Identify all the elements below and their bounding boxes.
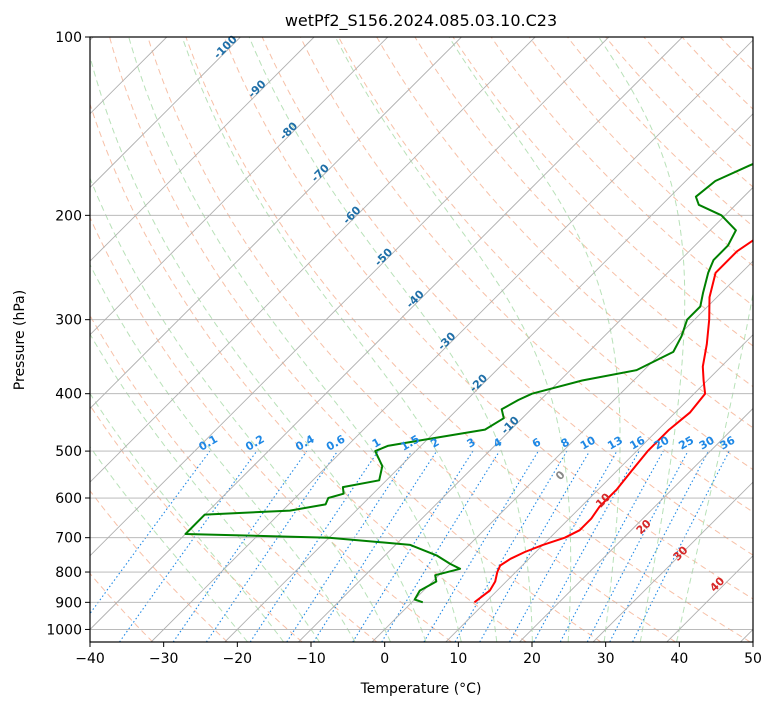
dry-adiabat-line <box>490 37 753 307</box>
isotherm-line <box>90 37 241 189</box>
y-tick-label: 700 <box>55 531 82 547</box>
isotherm-line <box>519 407 753 642</box>
moist-adiabat-line <box>90 333 320 642</box>
x-tick-label: 50 <box>744 651 762 667</box>
mixing-ratio-line <box>313 450 438 642</box>
y-tick-label: 400 <box>55 387 82 403</box>
isotherm-line <box>445 334 753 642</box>
x-tick-label: −30 <box>149 651 179 667</box>
plot-background <box>90 37 753 642</box>
x-tick-label: −10 <box>296 651 326 667</box>
moist-adiabat-line <box>128 37 462 642</box>
dewpoint-profile-line <box>184 162 753 604</box>
dry-adiabat-line <box>109 37 602 642</box>
y-tick-label: 1000 <box>46 622 82 638</box>
dry-adiabat-line <box>299 37 753 513</box>
isotherm-line <box>90 37 536 483</box>
isotherm-line <box>90 37 315 262</box>
moist-adiabat-line <box>90 176 391 642</box>
isotherm-line <box>90 37 683 631</box>
moist-adiabat-line <box>598 37 686 642</box>
dry-adiabat-line <box>376 37 753 429</box>
dry-adiabat-line <box>0 37 3 642</box>
isotherm-line <box>90 37 389 336</box>
mixing-ratio-line <box>90 450 211 615</box>
isotherm-line <box>150 39 753 642</box>
mixing-ratio-line <box>509 450 618 642</box>
dry-adiabat-line <box>90 314 378 642</box>
isotherm-line <box>90 37 610 557</box>
y-tick-label: 600 <box>55 491 82 507</box>
y-axis-title: Pressure (hPa) <box>12 290 28 390</box>
mixing-ratio-line <box>286 450 413 642</box>
dry-adiabat-line <box>758 37 775 642</box>
mixing-ratio-line <box>172 450 308 642</box>
mixing-ratio-line <box>205 450 338 642</box>
x-tick-label: 30 <box>597 651 615 667</box>
moist-adiabat-line <box>90 54 427 642</box>
dry-adiabat-line <box>90 216 452 642</box>
moist-adiabat-line <box>448 37 621 642</box>
isotherm-line <box>90 37 462 410</box>
y-tick-label: 300 <box>55 313 82 329</box>
y-tick-label: 100 <box>55 30 82 46</box>
mixing-ratio-line <box>249 450 379 642</box>
chart-title: wetPf2_S156.2024.085.03.10.C23 <box>285 11 557 31</box>
moist-adiabat-line <box>248 37 533 642</box>
dry-adiabat-line <box>261 37 753 556</box>
isotherm-line <box>298 186 753 642</box>
y-tick-label: 800 <box>55 565 82 581</box>
dry-adiabat-line <box>338 37 753 471</box>
dry-adiabat-line <box>90 489 228 642</box>
plot-frame <box>89 36 754 643</box>
isotherm-line <box>592 481 753 642</box>
x-tick-label: −40 <box>75 651 105 667</box>
moist-adiabat-line <box>334 37 572 642</box>
mixing-ratio-line <box>119 450 258 642</box>
moist-adiabat-line <box>181 37 498 642</box>
dry-adiabat-line <box>223 37 753 600</box>
x-tick-label: −20 <box>223 651 253 667</box>
moist-adiabat-line <box>90 263 356 642</box>
mixing-ratio-line <box>533 450 640 642</box>
x-axis-title: Temperature (°C) <box>360 681 482 697</box>
y-tick-label: 500 <box>55 444 82 460</box>
mixing-ratio-line <box>559 450 664 642</box>
x-tick-label: 20 <box>523 651 541 667</box>
x-tick-label: 10 <box>449 651 467 667</box>
x-tick-label: 40 <box>670 651 688 667</box>
y-tick-label: 900 <box>55 595 82 611</box>
temperature-profile-line <box>473 239 753 604</box>
dry-adiabat-line <box>452 37 753 347</box>
dry-adiabat-line <box>147 37 676 642</box>
mixing-ratio-line <box>632 450 730 642</box>
dry-adiabat-line <box>90 404 303 642</box>
mixing-ratio-line <box>381 450 500 642</box>
isotherm-line <box>224 113 753 642</box>
moist-adiabat-line <box>676 291 753 642</box>
y-tick-label: 200 <box>55 208 82 224</box>
moist-adiabat-line <box>90 445 248 642</box>
dry-adiabat-line <box>414 37 753 388</box>
x-tick-label: 0 <box>380 651 389 667</box>
dry-adiabat-line <box>90 102 527 642</box>
isotherm-line <box>371 260 753 642</box>
